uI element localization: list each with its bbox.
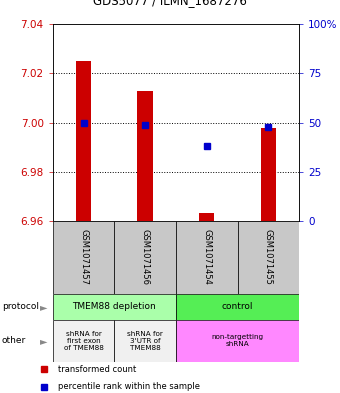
Text: other: other (2, 336, 26, 345)
Text: GDS5077 / ILMN_1687276: GDS5077 / ILMN_1687276 (93, 0, 247, 7)
Text: percentile rank within the sample: percentile rank within the sample (58, 382, 200, 391)
Text: protocol: protocol (2, 303, 39, 311)
Bar (261, 127, 276, 221)
Text: GSM1071455: GSM1071455 (264, 229, 273, 285)
Text: GSM1071456: GSM1071456 (141, 229, 150, 285)
Text: shRNA for
first exon
of TMEM88: shRNA for first exon of TMEM88 (64, 331, 103, 351)
Text: control: control (222, 303, 253, 311)
Bar (238, 221, 299, 294)
Text: transformed count: transformed count (58, 365, 136, 374)
Text: shRNA for
3'UTR of
TMEM88: shRNA for 3'UTR of TMEM88 (127, 331, 163, 351)
Text: ►: ► (40, 302, 48, 312)
Text: ►: ► (40, 336, 48, 346)
Bar (53, 320, 114, 362)
Text: GSM1071457: GSM1071457 (79, 229, 88, 285)
Text: TMEM88 depletion: TMEM88 depletion (72, 303, 156, 311)
Bar (176, 221, 238, 294)
Bar (137, 91, 153, 221)
Text: GSM1071454: GSM1071454 (202, 229, 211, 285)
Bar (176, 320, 299, 362)
Bar (199, 213, 215, 221)
Bar (53, 294, 176, 320)
Bar (114, 320, 176, 362)
Text: non-targetting
shRNA: non-targetting shRNA (211, 334, 264, 347)
Bar (176, 294, 299, 320)
Bar (53, 221, 114, 294)
Bar (76, 61, 91, 221)
Bar (114, 221, 176, 294)
